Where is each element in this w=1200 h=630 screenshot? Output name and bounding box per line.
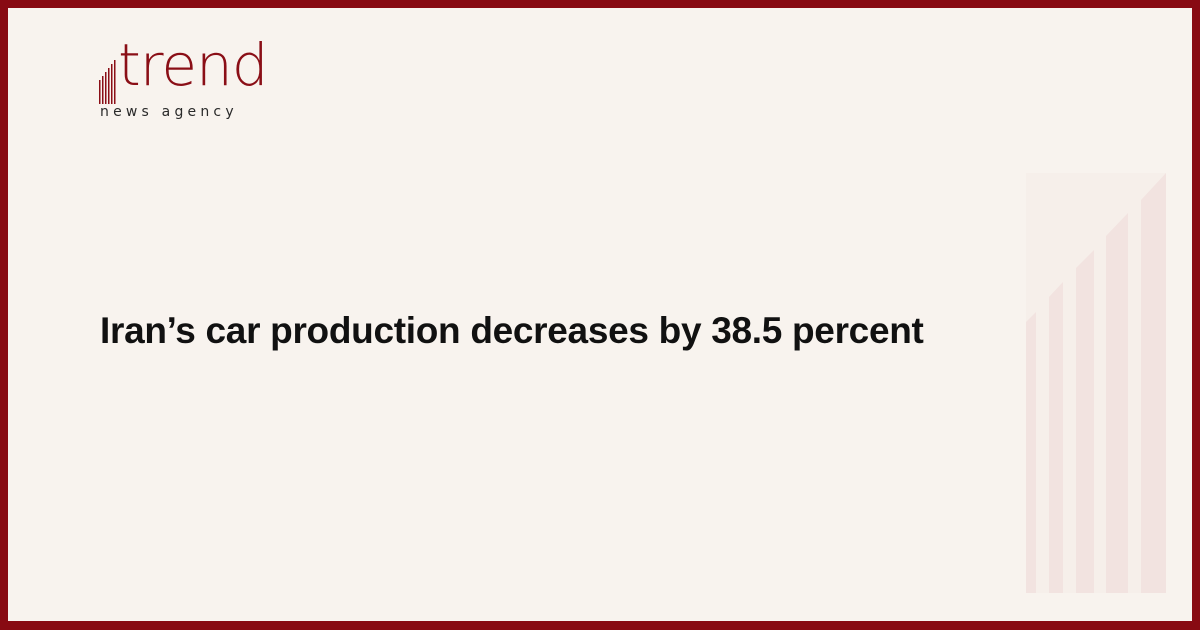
trend-logo: trend news agency	[98, 36, 269, 130]
logo-tagline: news agency	[100, 104, 238, 120]
headline: Iran’s car production decreases by 38.5 …	[100, 310, 924, 351]
decorative-bars-icon	[1026, 173, 1166, 593]
logo-wordmark: trend	[118, 31, 269, 99]
logo-bars-icon	[99, 60, 116, 104]
